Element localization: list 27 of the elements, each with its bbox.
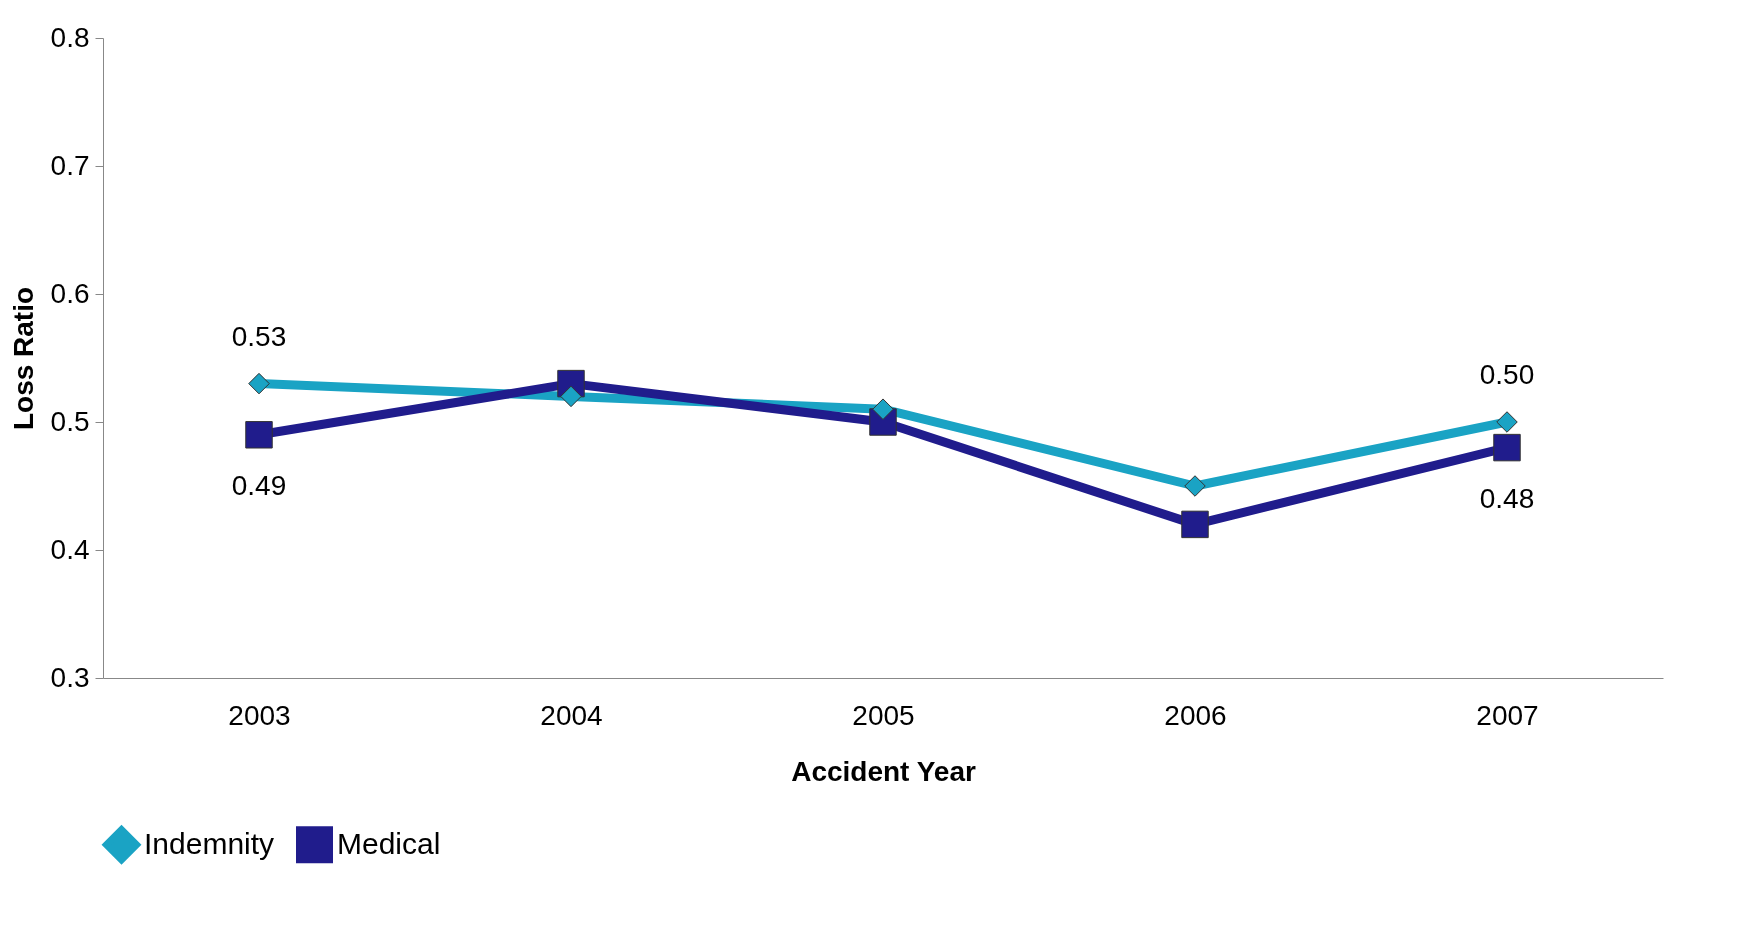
y-tick-label: 0.3 [50,661,90,693]
y-axis-title: Loss Ratio [7,286,39,431]
data-label: 0.50 [1479,359,1535,390]
x-tick-label: 2003 [228,699,291,731]
y-tick-label: 0.5 [50,405,90,437]
point [872,398,894,420]
point [1493,433,1521,462]
x-tick-label: 2005 [852,699,915,731]
y-tick-label: 0.4 [50,533,90,565]
point [245,421,273,449]
data-label: 0.48 [1479,482,1535,514]
point [248,372,270,395]
x-tick-label: 2004 [540,699,603,731]
y-tick-label: 0.7 [50,149,90,181]
y-tick-label: 0.6 [50,277,90,309]
y-tick-label: 0.8 [50,21,90,53]
legend-label: Medical [337,826,441,860]
x-tick-label: 2006 [1164,699,1227,731]
point [1496,411,1518,433]
legend-label: Indemnity [144,826,275,860]
point [560,385,582,408]
point [1181,510,1209,539]
data-label: 0.53 [231,320,287,352]
point [1184,475,1206,497]
x-axis-title: Accident Year [791,755,976,787]
data-label: 0.49 [231,469,287,501]
x-tick-label: 2007 [1476,699,1539,731]
